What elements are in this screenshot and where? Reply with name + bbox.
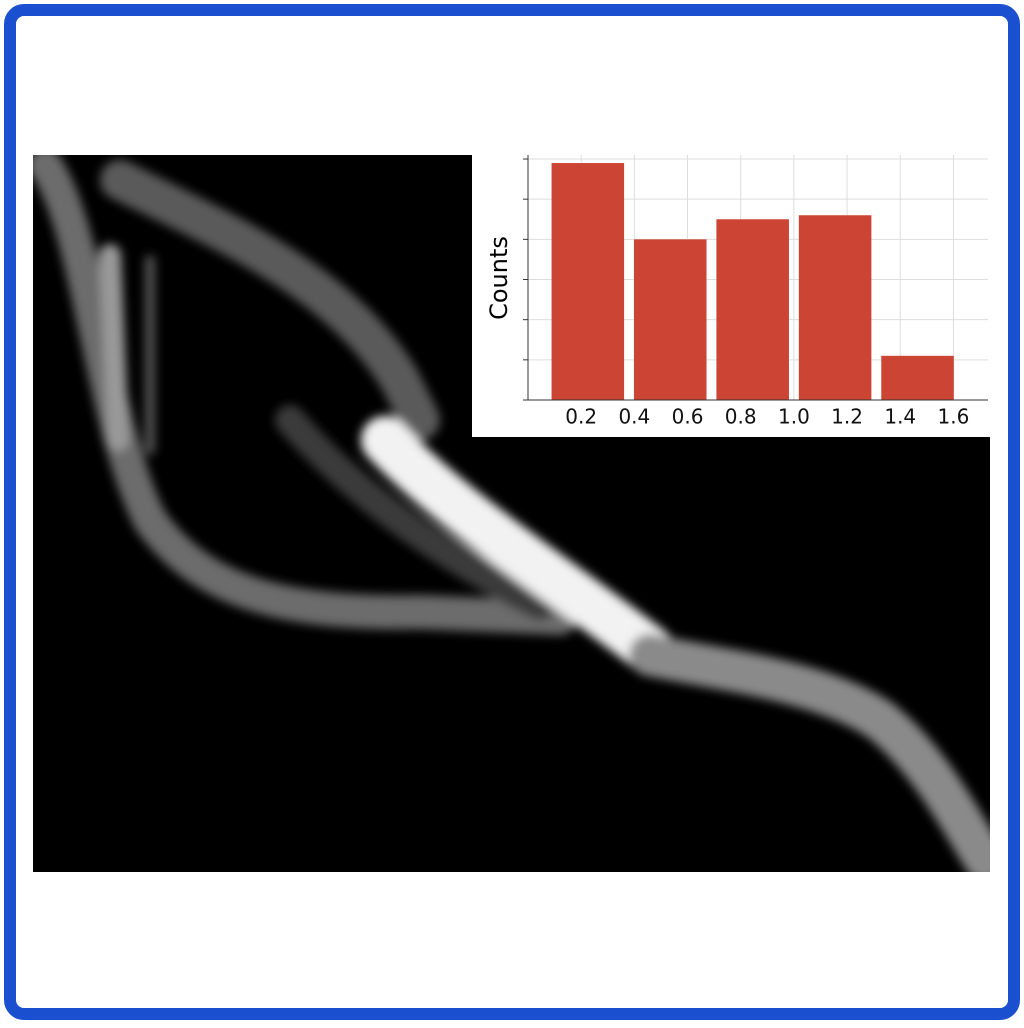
streak — [629, 634, 990, 872]
bar — [633, 239, 707, 400]
streak — [361, 416, 674, 674]
bar — [716, 219, 789, 400]
streak — [275, 405, 555, 620]
x-tick-label: 1.0 — [778, 405, 810, 429]
inset-chart: Counts 0.2 0.4 0.6 0.8 1.0 1.2 1.4 1.6 — [472, 155, 990, 437]
bar — [798, 215, 872, 400]
y-axis-label: Counts — [485, 236, 513, 320]
streak — [33, 155, 577, 635]
x-tick-label: 1.2 — [831, 405, 863, 429]
streak — [99, 244, 129, 451]
x-tick-label: 0.6 — [672, 405, 704, 429]
x-tick-label: 1.4 — [884, 405, 916, 429]
bar — [881, 355, 954, 400]
x-tick-label: 0.2 — [565, 405, 597, 429]
x-tick-label: 1.6 — [938, 405, 970, 429]
x-tick-label: 0.4 — [618, 405, 650, 429]
bar — [551, 163, 625, 400]
streak — [100, 160, 440, 440]
x-tick-label: 0.8 — [725, 405, 757, 429]
